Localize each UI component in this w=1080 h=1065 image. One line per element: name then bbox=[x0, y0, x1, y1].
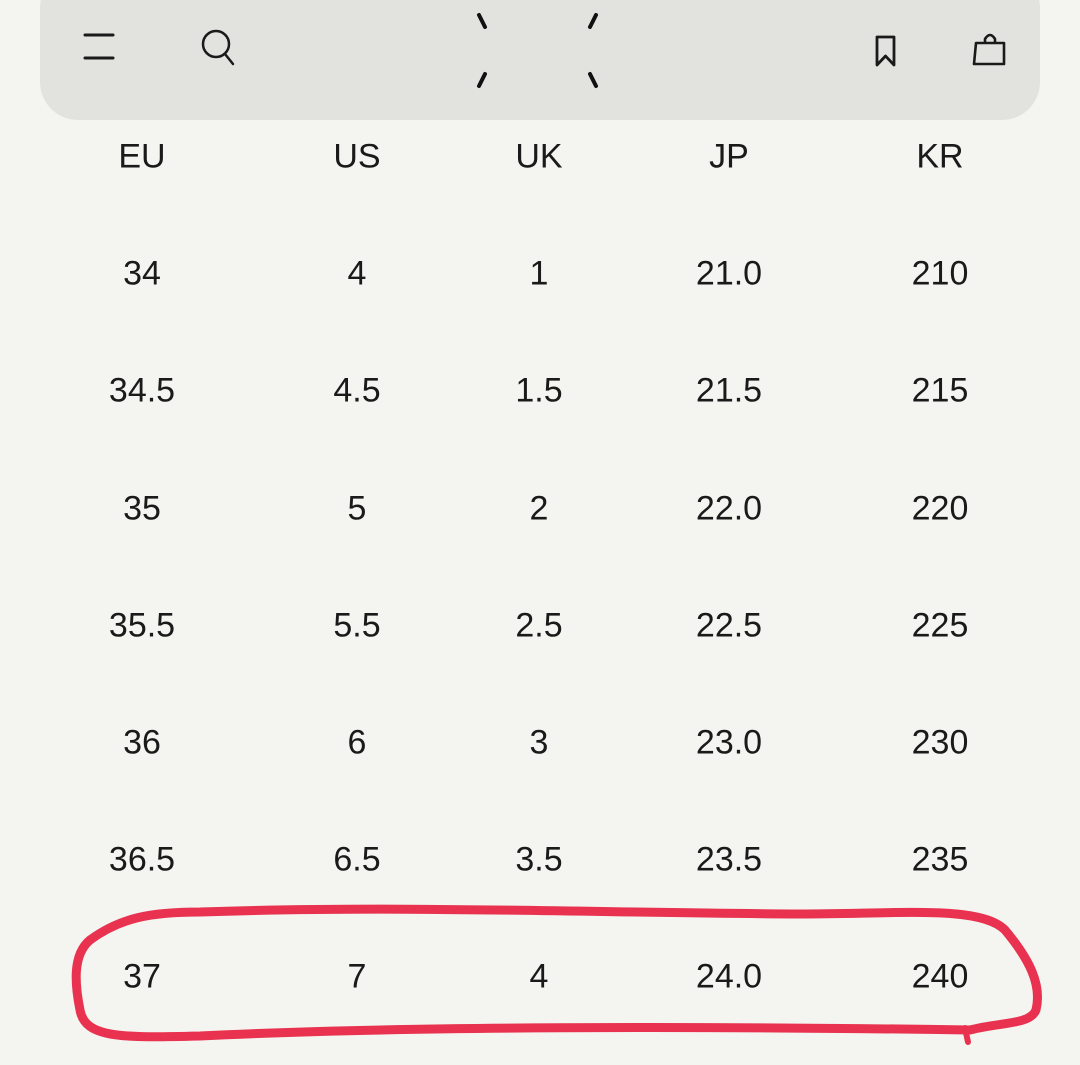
size-cell-eu: 34.5 bbox=[108, 371, 176, 410]
size-cell-uk: 3.5 bbox=[515, 840, 563, 879]
size-cell-eu: 36.5 bbox=[108, 840, 176, 879]
menu-icon[interactable] bbox=[82, 30, 118, 62]
size-cell-uk: 3 bbox=[529, 723, 549, 762]
size-cell-jp: 21.5 bbox=[695, 371, 763, 410]
size-cell-uk: 4 bbox=[529, 957, 549, 996]
size-cell-us: 6 bbox=[347, 723, 367, 762]
column-header-uk: UK bbox=[515, 137, 563, 176]
column-header-eu: EU bbox=[118, 137, 166, 176]
size-cell-kr: 225 bbox=[911, 606, 969, 645]
size-cell-uk: 2 bbox=[529, 489, 549, 528]
size-cell-eu: 36 bbox=[123, 723, 161, 762]
size-cell-uk: 1.5 bbox=[515, 371, 563, 410]
shopping-bag-icon[interactable] bbox=[970, 30, 1010, 70]
size-cell-kr: 240 bbox=[911, 957, 969, 996]
size-cell-us: 5.5 bbox=[333, 606, 381, 645]
size-cell-kr: 230 bbox=[911, 723, 969, 762]
bookmark-icon[interactable] bbox=[872, 34, 900, 68]
size-cell-kr: 215 bbox=[911, 371, 969, 410]
size-cell-uk: 1 bbox=[529, 254, 549, 293]
size-cell-kr: 210 bbox=[911, 254, 969, 293]
size-cell-us: 4.5 bbox=[333, 371, 381, 410]
size-cell-jp: 22.5 bbox=[695, 606, 763, 645]
size-cell-jp: 23.0 bbox=[695, 723, 763, 762]
size-cell-uk: 2.5 bbox=[515, 606, 563, 645]
column-header-us: US bbox=[333, 137, 381, 176]
size-cell-us: 6.5 bbox=[333, 840, 381, 879]
size-cell-us: 5 bbox=[347, 489, 367, 528]
search-icon[interactable] bbox=[196, 26, 242, 68]
column-header-kr: KR bbox=[916, 137, 964, 176]
size-cell-kr: 235 bbox=[911, 840, 969, 879]
size-cell-us: 4 bbox=[347, 254, 367, 293]
column-header-jp: JP bbox=[709, 137, 749, 176]
size-cell-eu: 35.5 bbox=[108, 606, 176, 645]
size-cell-jp: 21.0 bbox=[695, 254, 763, 293]
size-cell-eu: 37 bbox=[123, 957, 161, 996]
logo-icon[interactable] bbox=[470, 8, 610, 94]
size-cell-jp: 22.0 bbox=[695, 489, 763, 528]
size-cell-jp: 24.0 bbox=[695, 957, 763, 996]
top-navigation-bar bbox=[40, 0, 1040, 120]
size-cell-eu: 35 bbox=[123, 489, 161, 528]
size-cell-eu: 34 bbox=[123, 254, 161, 293]
size-cell-us: 7 bbox=[347, 957, 367, 996]
size-cell-jp: 23.5 bbox=[695, 840, 763, 879]
size-cell-kr: 220 bbox=[911, 489, 969, 528]
